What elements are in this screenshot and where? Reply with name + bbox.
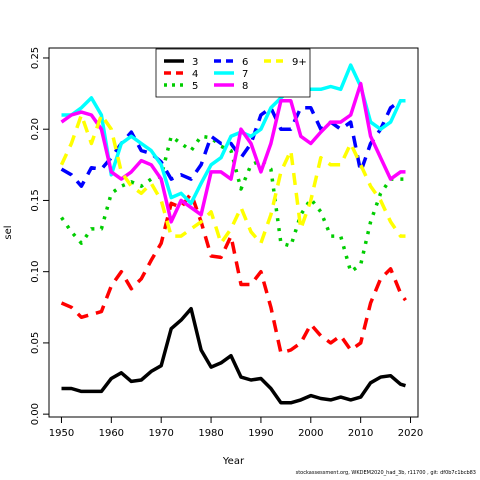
y-tick-label: 0.05 [30, 332, 41, 354]
legend-label: 5 [192, 81, 198, 92]
legend-label: 4 [192, 69, 198, 80]
legend: 345 678 9+ [155, 48, 311, 98]
footer-note: stockassessment.org, WKDEM2020_had_3b, r… [295, 470, 476, 476]
series-line-4 [60, 191, 407, 355]
x-tick-label: 2010 [348, 428, 373, 439]
x-tick-label: 1960 [99, 428, 124, 439]
series-lines [59, 63, 407, 405]
series-line-8 [60, 81, 406, 224]
legend-label: 9+ [292, 57, 307, 68]
x-tick-label: 1980 [198, 428, 223, 439]
legend-label: 8 [242, 81, 248, 92]
x-tick-label: 1970 [148, 428, 173, 439]
y-tick-label: 0.20 [30, 118, 41, 140]
y-tick-label: 0.15 [30, 189, 41, 211]
y-tick-label: 0.10 [30, 261, 41, 283]
x-tick-label: 1990 [248, 428, 273, 439]
plot-frame [48, 47, 419, 418]
legend-label: 6 [242, 57, 248, 68]
y-tick-label: 0.25 [30, 47, 41, 69]
legend-label: 7 [242, 69, 248, 80]
axes: 1950 1960 1970 1980 1990 2000 2010 2020 0.00 0.05… [30, 47, 423, 439]
series-line-9+ [59, 113, 406, 245]
legend-label: 3 [192, 57, 198, 68]
series-line-7 [61, 63, 406, 206]
x-tick-label: 2000 [298, 428, 323, 439]
series-line-3 [61, 306, 407, 405]
series-line-5 [60, 134, 406, 274]
x-axis-title: Year [222, 456, 245, 467]
y-axis-title: sel [3, 225, 14, 239]
x-tick-label: 1950 [49, 428, 74, 439]
y-tick-label: 0.00 [30, 403, 41, 425]
x-tick-label: 2020 [398, 428, 423, 439]
